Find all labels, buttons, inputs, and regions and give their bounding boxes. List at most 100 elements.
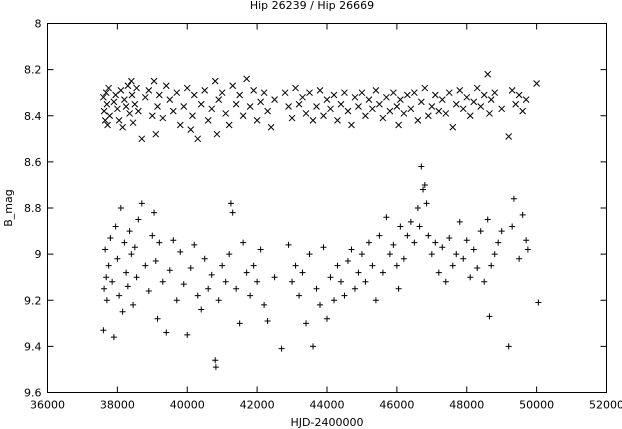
x-marker-point	[365, 96, 373, 103]
plus-marker-point	[425, 232, 432, 239]
x-marker-point	[115, 117, 123, 124]
x-marker-point	[473, 84, 481, 92]
x-marker-point	[337, 100, 345, 108]
plus-marker-point	[383, 214, 390, 221]
x-marker-point	[155, 91, 163, 99]
x-marker-point	[281, 89, 289, 97]
x-marker-point	[138, 135, 146, 143]
x-marker-point	[369, 105, 376, 113]
x-marker-point	[397, 96, 404, 103]
x-marker-point	[404, 91, 411, 99]
plus-marker-point	[372, 297, 379, 304]
x-marker-point	[225, 121, 233, 129]
y-tick-labels: 8 8.2 8.4 8.6 8.8 9 9.2 9.4 9.6	[24, 18, 42, 400]
plus-marker-point	[247, 292, 254, 299]
x-marker-point	[253, 117, 261, 124]
x-marker-point	[218, 89, 226, 97]
x-marker-point	[194, 135, 202, 143]
x-marker-point	[421, 84, 429, 92]
x-marker-point	[213, 130, 221, 138]
plus-marker-point	[414, 205, 421, 211]
plus-marker-point	[495, 239, 502, 246]
x-marker-point	[173, 89, 181, 97]
x-tick-label: 44000	[310, 399, 345, 412]
x-marker-point	[145, 87, 153, 94]
plus-marker-point	[103, 274, 110, 281]
x-marker-point	[386, 107, 394, 115]
plus-marker-point	[219, 262, 226, 269]
x-marker-point	[126, 110, 133, 117]
plus-marker-point	[257, 246, 264, 253]
plus-marker-point	[327, 274, 334, 281]
x-marker-point	[355, 103, 362, 110]
x-marker-point	[169, 107, 177, 115]
plus-marker-point	[205, 285, 212, 292]
x-marker-point	[208, 105, 216, 113]
plus-marker-point	[420, 186, 427, 193]
plot-frame	[47, 23, 607, 393]
x-marker-point	[498, 105, 506, 113]
x-marker-point	[133, 84, 140, 92]
plus-marker-point	[481, 278, 488, 285]
x-marker-point	[395, 121, 402, 129]
plus-marker-point	[324, 315, 330, 322]
plus-marker-point	[177, 248, 184, 255]
plus-marker-point	[467, 274, 474, 281]
y-tick-label: 8.4	[24, 110, 42, 123]
plus-marker-point	[126, 228, 133, 235]
x-marker-point	[285, 103, 292, 110]
plus-marker-point	[184, 331, 191, 338]
plus-marker-point	[516, 255, 523, 262]
plus-marker-point	[229, 209, 236, 216]
plus-marker-point	[114, 255, 121, 262]
x-marker-point	[243, 75, 250, 83]
x-marker-point	[442, 110, 450, 117]
x-marker-point	[114, 105, 121, 113]
plus-marker-point	[317, 301, 324, 308]
y-tick-label: 9.6	[24, 387, 42, 400]
plus-marker-point	[376, 232, 383, 239]
x-marker-point	[154, 103, 161, 110]
x-marker-point	[376, 100, 383, 108]
x-marker-point	[162, 82, 170, 90]
plus-marker-point	[278, 345, 285, 352]
plus-marker-point	[215, 297, 222, 304]
plus-marker-point	[105, 262, 112, 269]
plus-marker-point	[187, 264, 194, 271]
x-marker-point	[189, 112, 196, 120]
x-marker-point	[148, 112, 156, 120]
y-tick-label: 9.4	[24, 340, 42, 353]
x-marker-point	[260, 89, 268, 97]
plus-marker-point	[166, 267, 173, 274]
x-marker-point	[438, 96, 446, 103]
x-marker-point	[486, 110, 493, 117]
axis-ticks	[47, 23, 607, 393]
plus-marker-point	[289, 278, 296, 285]
x-tick-label: 40000	[170, 399, 205, 412]
x-marker-point	[302, 110, 310, 117]
x-marker-point	[204, 117, 212, 124]
x-marker-point	[348, 121, 355, 129]
x-marker-point	[484, 70, 492, 78]
plus-marker-point	[348, 246, 355, 253]
plus-marker-point	[439, 244, 446, 251]
plus-marker-point	[112, 223, 119, 230]
x-marker-point	[334, 117, 341, 124]
x-marker-point	[344, 107, 352, 115]
plus-marker-point	[509, 223, 516, 230]
plus-marker-point	[416, 223, 423, 230]
plus-marker-point	[107, 234, 114, 241]
x-marker-point	[122, 103, 130, 110]
plus-marker-point	[320, 244, 327, 251]
x-marker-point	[250, 87, 257, 94]
x-marker-point	[459, 105, 467, 113]
x-marker-point	[100, 93, 107, 101]
plus-marker-point	[194, 292, 201, 299]
x-tick-label: 42000	[240, 399, 275, 412]
x-marker-point	[102, 89, 110, 97]
x-marker-point	[407, 105, 415, 113]
data-points	[100, 70, 542, 371]
x-marker-point	[330, 91, 338, 99]
x-tick-label: 50000	[519, 399, 554, 412]
